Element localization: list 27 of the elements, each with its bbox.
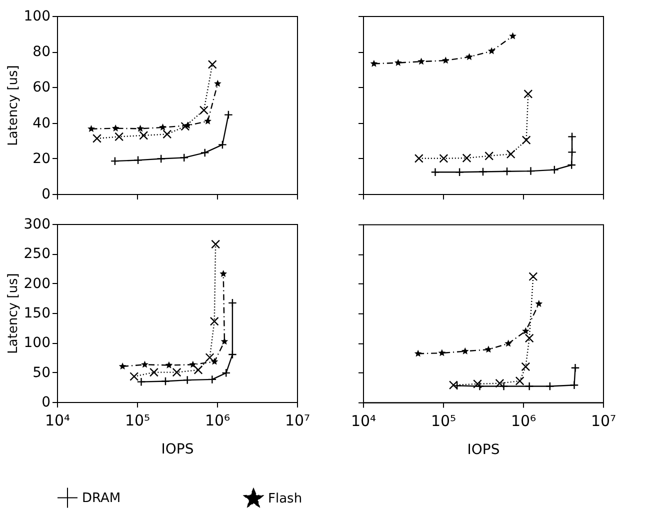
y-tick-label: 50 <box>32 364 50 381</box>
x-tick-label: 10⁶ <box>510 412 536 430</box>
x-tick-label: 10⁴ <box>350 412 376 430</box>
y-tick-label: 40 <box>32 115 50 132</box>
y-tick-label: 150 <box>24 306 50 322</box>
x-tick-label: 10⁷ <box>590 412 616 430</box>
x-tick-label: 10⁴ <box>44 412 70 430</box>
y-tick-label: 60 <box>32 80 50 96</box>
x-tick-label: 10⁶ <box>204 412 230 430</box>
y-tick-label: 0 <box>42 394 50 410</box>
y-tick-label: 200 <box>24 276 50 292</box>
y-tick-label: 20 <box>32 150 50 167</box>
y-tick-label: 100 <box>24 335 50 352</box>
y-tick-label: 80 <box>32 44 50 60</box>
y-axis-title: Latency [us] <box>6 273 21 354</box>
legend-label: Flash <box>268 492 302 507</box>
legend-label: DRAM <box>82 490 121 506</box>
y-tick-label: 300 <box>24 216 50 232</box>
y-tick-label: 100 <box>24 8 50 24</box>
y-axis-title: Latency [us] <box>6 65 21 146</box>
x-axis-title: IOPS <box>467 442 500 458</box>
x-tick-label: 10⁵ <box>430 412 456 430</box>
x-tick-label: 10⁵ <box>124 412 150 430</box>
y-tick-label: 250 <box>24 246 50 262</box>
x-axis-title: IOPS <box>161 442 194 458</box>
x-tick-label: 10⁷ <box>284 412 310 430</box>
y-tick-label: 0 <box>42 186 50 202</box>
